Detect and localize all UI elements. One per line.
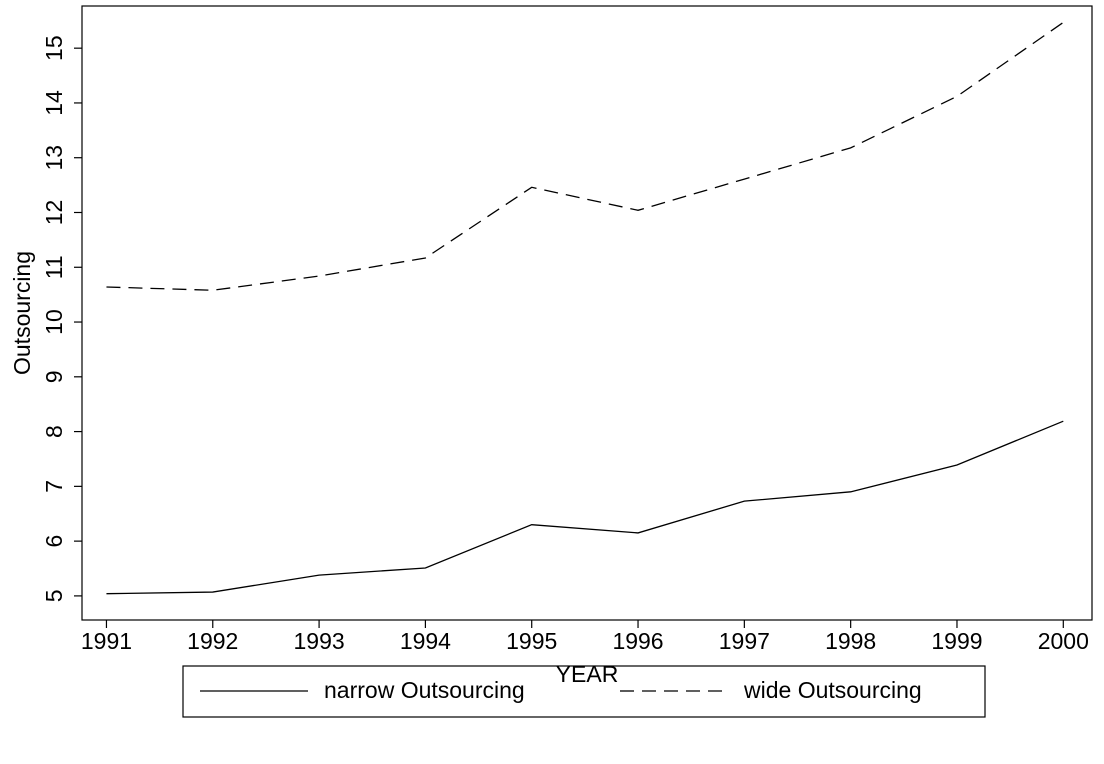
- x-tick-label: 1996: [612, 628, 663, 654]
- x-tick-label: 1993: [293, 628, 344, 654]
- y-tick-label: 10: [41, 309, 67, 335]
- legend-label: narrow Outsourcing: [324, 677, 525, 703]
- series-line: [106, 420, 1064, 595]
- y-tick-label: 15: [41, 35, 67, 61]
- y-tick-label: 8: [41, 425, 67, 438]
- legend-box: [182, 665, 986, 718]
- legend-label: wide Outsourcing: [743, 677, 922, 703]
- x-tick-label: 2000: [1038, 628, 1089, 654]
- y-axis-label: Outsourcing: [9, 251, 35, 375]
- y-tick-label: 11: [41, 255, 67, 279]
- series-line: [106, 21, 1064, 291]
- y-tick-label: 5: [41, 590, 67, 603]
- y-tick-label: 9: [41, 370, 67, 383]
- x-tick-label: 1991: [81, 628, 132, 654]
- y-tick-label: 14: [41, 90, 67, 116]
- x-tick-label: 1997: [719, 628, 770, 654]
- x-tick-label: 1999: [931, 628, 982, 654]
- y-tick-label: 12: [41, 200, 67, 226]
- x-axis-label: YEAR: [556, 661, 619, 687]
- y-tick-label: 7: [41, 480, 67, 493]
- y-tick-label: 6: [41, 535, 67, 548]
- x-tick-label: 1992: [187, 628, 238, 654]
- x-tick-label: 1998: [825, 628, 876, 654]
- x-tick-label: 1994: [400, 628, 451, 654]
- x-tick-label: 1995: [506, 628, 557, 654]
- y-tick-label: 13: [41, 145, 67, 171]
- plot-frame: [81, 5, 1093, 621]
